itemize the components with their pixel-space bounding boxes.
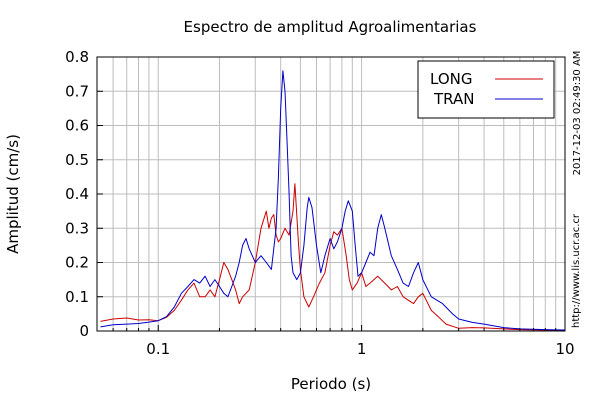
y-tick-label: 0.7: [65, 82, 89, 100]
series-layer: [100, 70, 566, 331]
timestamp-label: 2017-12-03 02:49:30 AM: [572, 51, 583, 176]
y-tick-label: 0.4: [65, 185, 89, 203]
legend-label-long: LONG: [430, 70, 472, 88]
y-tick-label: 0.8: [65, 48, 89, 66]
source-url-label: http://www.lis.ucr.ac.cr: [571, 213, 582, 328]
y-tick-label: 0.5: [65, 151, 89, 169]
chart-title: Espectro de amplitud Agroalimentarias: [184, 18, 477, 36]
axes: 0 0.1 0.2 0.3 0.4 0.5 0.6 0.7 0.8 0.1 1 10: [65, 48, 574, 358]
x-tick-label: 0.1: [146, 340, 170, 358]
y-tick-label: 0.1: [65, 288, 89, 306]
y-tick-label: 0: [79, 322, 89, 340]
legend-label-tran: TRAN: [433, 90, 474, 108]
series-line-tran: [100, 70, 566, 331]
x-tick-label: 10: [555, 340, 574, 358]
y-tick-label: 0.6: [65, 117, 89, 135]
y-tick-label: 0.3: [65, 219, 89, 237]
legend: LONG TRAN: [417, 60, 555, 119]
y-axis-label: Amplitud (cm/s): [4, 134, 22, 254]
legend-box: [417, 60, 555, 119]
x-tick-label: 1: [357, 340, 367, 358]
y-tick-label: 0.2: [65, 254, 89, 272]
series-line-long: [100, 183, 566, 331]
x-axis-label: Periodo (s): [291, 375, 371, 393]
